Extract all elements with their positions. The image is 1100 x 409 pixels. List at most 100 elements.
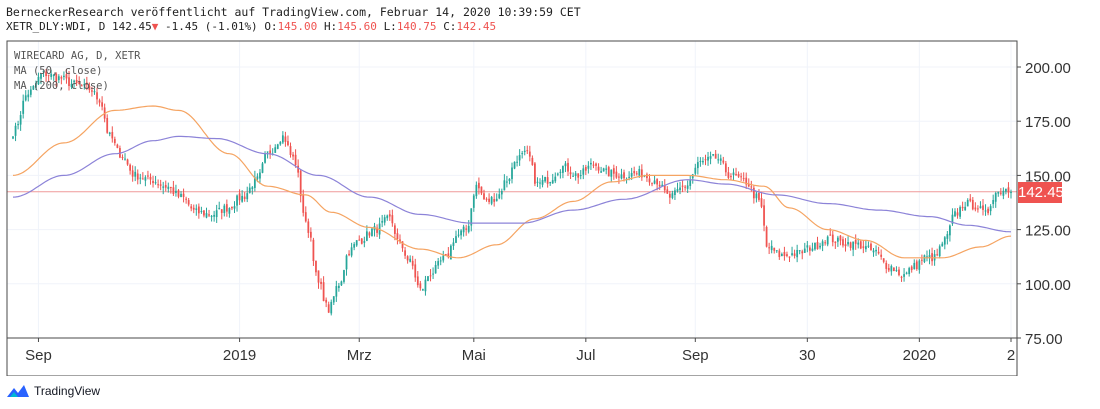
candle-body bbox=[689, 180, 692, 186]
candle-body bbox=[238, 193, 241, 201]
candle-body bbox=[564, 163, 567, 167]
candle-body bbox=[218, 207, 221, 210]
candle-body bbox=[633, 170, 636, 174]
price-chart[interactable]: 75.00 100.00 125.00 150.00 175.00 200.00 Sep 20… bbox=[6, 40, 1096, 377]
candle-body bbox=[147, 175, 149, 177]
legend-ma200: MA (200, close) bbox=[14, 80, 109, 92]
candle-body bbox=[610, 169, 613, 177]
candle-body bbox=[842, 239, 844, 246]
candle-body bbox=[668, 193, 671, 198]
candle-body bbox=[870, 243, 872, 251]
candle-body bbox=[164, 184, 167, 188]
candle-body bbox=[623, 172, 625, 179]
candle-body bbox=[938, 246, 941, 257]
candle-body bbox=[432, 273, 434, 275]
candle-body bbox=[444, 254, 447, 256]
candle-body bbox=[223, 205, 226, 214]
candle-body bbox=[569, 172, 572, 175]
candle-body bbox=[984, 210, 987, 212]
candle-body bbox=[131, 170, 134, 177]
candle-body bbox=[857, 242, 860, 245]
tradingview-brand[interactable]: TradingView bbox=[6, 384, 100, 398]
candle-body bbox=[88, 86, 91, 90]
candle-body bbox=[913, 262, 916, 270]
candle-body bbox=[966, 200, 969, 207]
candle-body bbox=[129, 164, 132, 171]
candle-body bbox=[831, 234, 834, 243]
candle-body bbox=[391, 215, 394, 224]
candle-body bbox=[70, 83, 73, 87]
candle-body bbox=[740, 176, 743, 178]
candle-body bbox=[587, 165, 590, 169]
candle-body bbox=[437, 261, 440, 266]
candle-body bbox=[923, 255, 926, 262]
candle-body bbox=[276, 144, 279, 149]
candle-body bbox=[783, 251, 786, 257]
moving-averages bbox=[12, 105, 1012, 259]
candle-body bbox=[419, 283, 422, 289]
candle-body bbox=[1005, 188, 1007, 192]
candle-body bbox=[895, 270, 898, 272]
candle-body bbox=[220, 209, 223, 213]
candle-body bbox=[946, 234, 949, 239]
candle-body bbox=[371, 228, 373, 237]
candle-body bbox=[788, 256, 791, 258]
candle-body bbox=[773, 247, 776, 251]
candle-body bbox=[1010, 191, 1012, 194]
candle-body bbox=[422, 289, 424, 291]
candle-body bbox=[646, 174, 648, 179]
candle-body bbox=[602, 168, 605, 172]
candle-body bbox=[248, 187, 251, 193]
candle-body bbox=[289, 146, 292, 155]
candle-body bbox=[630, 173, 633, 177]
candle-body bbox=[709, 156, 712, 159]
candle-body bbox=[365, 231, 368, 241]
candle-body bbox=[982, 205, 984, 210]
candle-body bbox=[279, 141, 282, 145]
candle-body bbox=[579, 175, 582, 177]
candle-body bbox=[674, 190, 676, 196]
candle-body bbox=[259, 172, 261, 179]
candle-body bbox=[442, 255, 445, 261]
candle-body bbox=[648, 178, 651, 183]
y-tick-label: 200.00 bbox=[1025, 60, 1071, 77]
candle-body bbox=[116, 144, 119, 148]
candle-body bbox=[745, 177, 748, 185]
candle-body bbox=[210, 215, 213, 217]
candle-body bbox=[969, 198, 972, 201]
candle-body bbox=[898, 269, 900, 276]
candle-body bbox=[337, 285, 340, 288]
candle-body bbox=[29, 89, 32, 95]
candle-body bbox=[307, 221, 310, 233]
candle-body bbox=[521, 153, 524, 155]
y-tick-label: 175.00 bbox=[1025, 114, 1071, 131]
candle-body bbox=[360, 238, 363, 244]
candle-body bbox=[75, 80, 78, 84]
candle-body bbox=[460, 230, 462, 236]
candle-body bbox=[885, 262, 888, 269]
candle-body bbox=[931, 253, 933, 262]
candle-body bbox=[780, 254, 783, 257]
candle-body bbox=[141, 178, 144, 180]
candle-body bbox=[584, 166, 587, 171]
y-tick-label: 100.00 bbox=[1025, 277, 1071, 294]
candle-body bbox=[699, 160, 702, 162]
candle-body bbox=[880, 254, 883, 257]
candle-body bbox=[355, 240, 358, 246]
symbol: XETR_DLY:WDI, D bbox=[6, 20, 106, 33]
candle-body bbox=[274, 147, 277, 153]
candle-body bbox=[956, 212, 959, 216]
open-label: O: bbox=[264, 20, 278, 33]
candle-body bbox=[330, 301, 333, 314]
tradingview-logo-icon bbox=[7, 385, 29, 397]
candle-body bbox=[556, 173, 559, 175]
candle-body bbox=[172, 187, 175, 194]
candle-body bbox=[411, 260, 414, 266]
chart-container[interactable]: 75.00 100.00 125.00 150.00 175.00 200.00 Sep 20… bbox=[6, 40, 1096, 377]
candle-body bbox=[35, 82, 37, 88]
candle-body bbox=[910, 266, 913, 270]
candle-body bbox=[401, 241, 404, 249]
candle-body bbox=[478, 182, 480, 189]
candle-body bbox=[994, 193, 997, 202]
candle-body bbox=[399, 239, 401, 242]
